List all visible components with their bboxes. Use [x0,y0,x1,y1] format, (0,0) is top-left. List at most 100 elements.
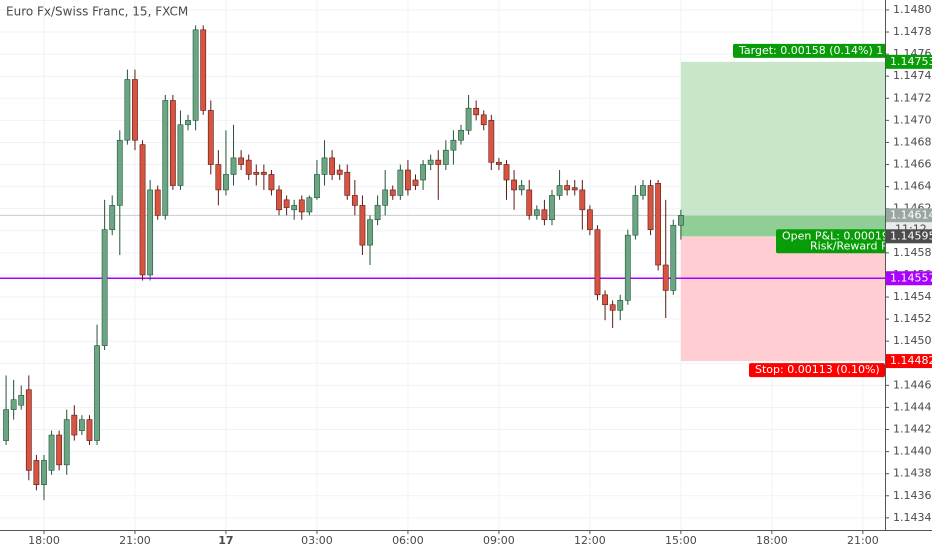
candle-body [647,185,654,230]
candle-body [185,120,191,126]
pnl-label: Open P&L: 0.00019 [782,229,889,242]
candle-body [351,195,358,206]
y-tick-label: 1.14740 [893,69,932,82]
candle-body [101,229,108,346]
y-tick-label: 1.14660 [893,158,932,171]
candle-body [420,164,426,181]
candle-body [442,149,449,165]
candle-body [336,169,343,175]
candle-body [549,195,555,221]
candle-body [169,100,176,186]
stop-price: 1.14482 [890,354,932,367]
candle-body [86,419,93,441]
y-tick-label: 1.14360 [893,489,932,502]
loss-zone [680,236,885,362]
x-tick-label: 18:00 [756,534,788,547]
x-tick-label: 18:00 [28,534,60,547]
y-tick-label: 1.14500 [893,334,932,347]
current-price-box [886,208,932,223]
rr-label: Risk/Reward R [810,239,889,252]
candle-body [306,197,313,213]
candle-body [556,185,563,196]
candle-body [63,419,70,466]
candle-body [94,345,100,441]
candle-body [670,224,677,291]
candle-body [18,394,25,406]
candle-body [586,209,593,230]
candle-body [617,300,624,311]
candle-body [291,205,298,211]
candle-body [602,294,608,306]
candle-body [154,189,161,216]
candle-body [71,414,78,436]
y-tick-label: 1.14800 [893,3,932,16]
plot-area: Target: 0.00158 (0.14%) 1 Open P&L: 0.000… [0,0,889,530]
stop-label: Stop: 0.00113 (0.10%) [755,363,880,376]
candle-body [41,460,47,486]
y-tick-label: 1.14380 [893,467,932,480]
candle-body [283,199,290,208]
y-tick-label: 1.14780 [893,25,932,38]
candle-body [655,182,662,266]
x-tick-label: 06:00 [392,534,424,547]
y-tick-label: 1.14700 [893,113,932,126]
candle-body [594,229,601,296]
candle-body [109,205,116,230]
candle-body [238,157,245,165]
candle-body [25,389,32,471]
x-tick-label: 21:00 [847,534,879,547]
candle-body [132,79,138,141]
candle-body [496,162,502,165]
candle-body [116,139,123,206]
candle-body [359,205,366,246]
candle-body [200,29,207,111]
target-label: Target: 0.00158 (0.14%) 1 [738,44,883,57]
candle-body [397,169,404,196]
candle-body [533,209,540,216]
candle-body [48,434,55,471]
y-tick-label: 1.14460 [893,378,932,391]
candle-body [450,139,457,151]
target-label-box [733,43,885,58]
candle-body [344,171,351,196]
candle-body [3,409,9,441]
x-tick-label: 17 [218,534,233,547]
candle-body [314,174,320,198]
hline-price-box [886,271,932,286]
candle-body [458,129,464,141]
x-tick-label: 21:00 [119,534,151,547]
stop-price-box [886,354,932,369]
candle-body [230,157,237,175]
candle-body [177,124,184,186]
candle-body [526,189,533,216]
candle-body [541,209,548,221]
candle-body [253,171,260,175]
pnl-label-box [776,229,885,254]
chart-title: Euro Fx/Swiss Franc, 15, FXCM [6,5,188,19]
candle-body [640,185,646,196]
candle-body [632,195,639,236]
candle-body [268,174,275,191]
y-tick-label: 1.14440 [893,400,932,413]
candle-body [473,107,480,116]
candle-body [564,185,571,191]
candle-body [518,185,525,191]
candle-body [223,174,229,191]
candle-body [192,29,199,121]
candle-body [33,460,40,486]
candle-body [412,179,419,186]
y-tick-label: 1.14400 [893,445,932,458]
y-tick-label: 1.14540 [893,290,932,303]
y-tick-label: 1.14580 [893,246,932,259]
candle-body [162,100,169,216]
x-tick-label: 03:00 [301,534,333,547]
profit-zone [680,61,885,237]
candle-body [78,419,85,431]
candle-body [579,189,586,211]
candle-body [609,304,616,311]
candle-body [215,164,222,191]
candle-body [10,399,17,410]
candle-body [405,169,411,191]
candle-body [56,434,63,466]
